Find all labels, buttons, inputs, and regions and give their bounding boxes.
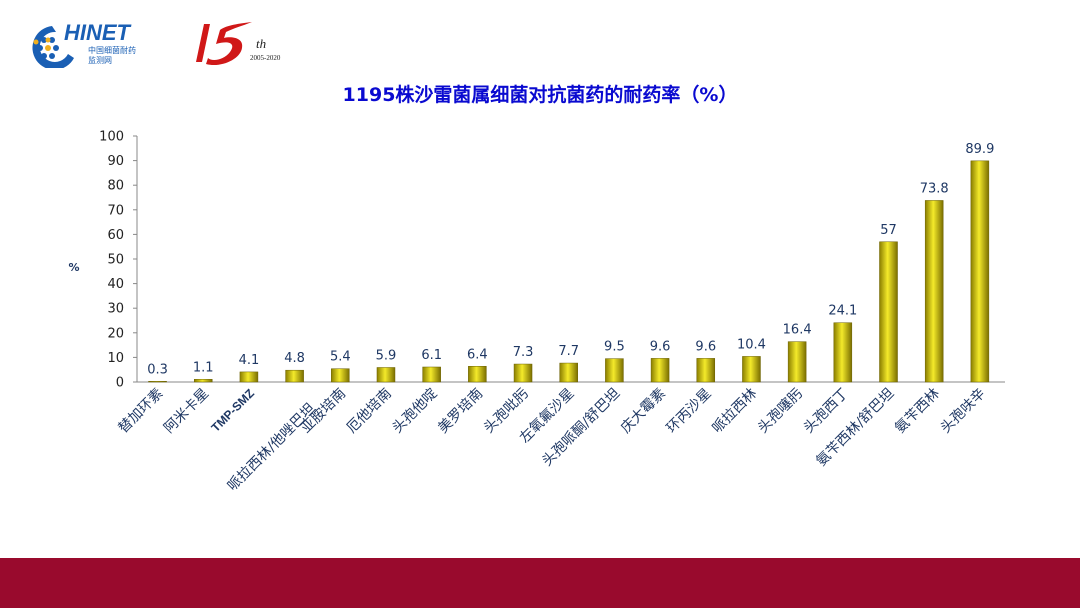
data-label: 10.4 bbox=[737, 337, 766, 352]
anniversary-logo: th 2005-2020 bbox=[196, 22, 281, 66]
bar bbox=[924, 200, 944, 383]
bar-chart: % 0 10 20 30 40 50 60 70 80 90 100 0.3 替加环素 1.1 阿米卡星 4… bbox=[68, 130, 1005, 494]
logo-subtitle-2: 监测网 bbox=[88, 55, 112, 65]
bar bbox=[148, 381, 167, 383]
category-label: 美罗培南 bbox=[435, 386, 486, 437]
category-label: 哌拉西林 bbox=[709, 385, 761, 437]
category-label: 头孢噻肟 bbox=[754, 385, 806, 437]
category-label: 厄他培南 bbox=[344, 386, 395, 437]
bar bbox=[513, 363, 533, 383]
data-label: 1.1 bbox=[193, 360, 214, 375]
bar bbox=[193, 379, 213, 383]
data-label: 6.1 bbox=[421, 348, 442, 363]
bar bbox=[879, 241, 898, 383]
bar bbox=[696, 358, 716, 383]
data-label: 24.1 bbox=[828, 304, 857, 319]
bar bbox=[787, 341, 807, 383]
y-tick-label: 70 bbox=[107, 203, 124, 218]
data-label: 5.4 bbox=[330, 350, 351, 365]
svg-text:th: th bbox=[256, 36, 266, 51]
svg-text:HINET: HINET bbox=[64, 20, 132, 45]
category-label: 头孢他啶 bbox=[390, 386, 441, 437]
anniversary-years: 2005-2020 bbox=[250, 54, 281, 62]
category-label: 氨苄西林 bbox=[892, 386, 943, 437]
data-label: 0.3 bbox=[147, 362, 168, 377]
logo-subtitle-1: 中国细菌耐药 bbox=[88, 45, 136, 55]
data-label: 89.9 bbox=[965, 142, 994, 157]
data-label: 9.5 bbox=[604, 340, 625, 355]
category-label: 阿米卡星 bbox=[161, 386, 212, 437]
category-label: 庆大霉素 bbox=[618, 386, 669, 437]
bar bbox=[331, 368, 350, 383]
category-label: 环丙沙星 bbox=[664, 386, 715, 437]
bar bbox=[468, 366, 487, 383]
data-label: 9.6 bbox=[695, 339, 716, 354]
y-tick-label: 20 bbox=[107, 326, 124, 341]
chinet-logo: HINET 中国细菌耐药 监测网 bbox=[32, 20, 136, 68]
y-axis-label: % bbox=[68, 261, 79, 274]
category-label: 替加环素 bbox=[115, 386, 166, 437]
category-label: TMP-SMZ bbox=[209, 386, 258, 435]
data-label: 6.4 bbox=[467, 347, 488, 362]
data-label: 9.6 bbox=[650, 339, 671, 354]
bar bbox=[742, 356, 761, 383]
data-label: 16.4 bbox=[783, 323, 812, 338]
bar bbox=[833, 322, 853, 383]
data-label: 4.1 bbox=[239, 353, 260, 368]
bar bbox=[605, 358, 624, 383]
bar bbox=[285, 369, 304, 383]
footer-bar bbox=[0, 558, 1080, 608]
y-tick-label: 60 bbox=[107, 228, 124, 243]
data-label: 7.3 bbox=[513, 345, 534, 360]
data-label: 4.8 bbox=[284, 351, 305, 366]
y-tick-label: 50 bbox=[107, 253, 124, 268]
data-label: 7.7 bbox=[558, 344, 579, 359]
y-tick-label: 30 bbox=[107, 302, 124, 317]
y-tick-label: 90 bbox=[107, 154, 124, 169]
y-tick-label: 0 bbox=[116, 376, 124, 391]
bar bbox=[559, 362, 578, 383]
y-tick-label: 100 bbox=[99, 130, 124, 145]
bar bbox=[970, 160, 990, 383]
data-label: 57 bbox=[880, 223, 897, 238]
category-label: 氨苄西林/舒巴坦 bbox=[813, 386, 897, 470]
bar bbox=[376, 367, 396, 383]
y-tick-label: 10 bbox=[107, 351, 124, 366]
data-label: 5.9 bbox=[376, 348, 397, 363]
data-label: 73.8 bbox=[920, 181, 949, 196]
bar bbox=[650, 358, 670, 383]
bar bbox=[239, 371, 259, 383]
y-tick-label: 40 bbox=[107, 277, 124, 292]
category-label: 头孢呋辛 bbox=[938, 386, 989, 437]
y-tick-label: 80 bbox=[107, 179, 124, 194]
category-label: 头孢哌酮/舒巴坦 bbox=[539, 385, 624, 470]
bar bbox=[422, 366, 441, 383]
chart-title: 1195株沙雷菌属细菌对抗菌药的耐药率（%） bbox=[342, 84, 738, 106]
